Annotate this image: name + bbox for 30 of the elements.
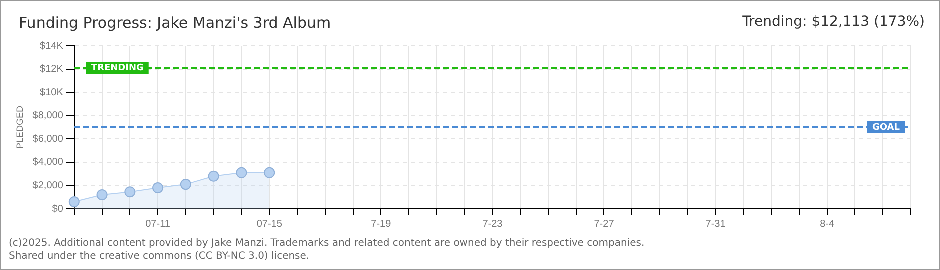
y-tick-label: $12K (40, 64, 64, 76)
point (236, 167, 248, 178)
y-tick-label: $0 (52, 204, 64, 215)
point (96, 190, 108, 201)
x-tick-label: 07-11 (146, 218, 171, 230)
y-tick-label: $10K (40, 87, 64, 98)
x-tick-label: 8-4 (820, 218, 836, 230)
y-tick-label: $14K (40, 40, 64, 52)
point (152, 182, 164, 194)
y-tick-label: $2,000 (32, 180, 64, 192)
text: Trending: $12,113 (173%) (742, 14, 925, 30)
y-tick-label: $6,000 (32, 134, 64, 145)
point (180, 179, 192, 190)
point (208, 170, 220, 182)
x-tick-label: 07-15 (256, 218, 283, 230)
text: Shared under the creative commons (CC BY-NC 3.0) license. (9, 250, 311, 263)
y-tick-label: $4,000 (32, 157, 64, 168)
text: (c)2025. Additional content provided by Jake Manzi. Trademarks and related content are owned by their respective companies. (9, 237, 645, 250)
point (124, 186, 136, 198)
chart-title: Funding Progress: Jake Manzi's 3rd Album (19, 14, 332, 32)
x-tick-label: 7-23 (482, 218, 504, 230)
point (264, 167, 276, 178)
ref-line-label: TRENDING (91, 63, 144, 74)
y-tick-label: $8,000 (32, 110, 64, 122)
point (68, 196, 80, 208)
x-tick-label: 7-31 (706, 218, 726, 230)
x-tick-label: 7-19 (371, 218, 392, 230)
ref-line-label: GOAL (872, 122, 900, 133)
y-axis-title: PLEDGED (14, 105, 25, 150)
x-tick-label: 7-27 (594, 218, 615, 230)
